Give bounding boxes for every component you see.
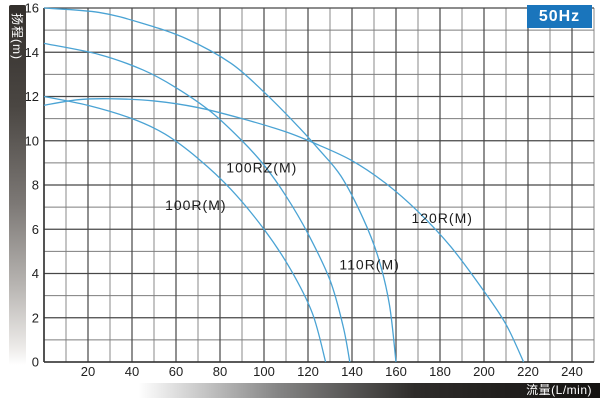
x-tick-label: 160: [385, 364, 407, 379]
y-tick-label: 10: [25, 133, 39, 148]
x-axis-title: 流量(L/min): [526, 383, 592, 397]
x-tick-label: 100: [253, 364, 275, 379]
pump-curve-120R(M): [43, 98, 525, 363]
pump-curve-100R(M): [43, 95, 327, 363]
x-axis-bar: 流量(L/min): [138, 383, 600, 398]
y-tick-label: 0: [32, 355, 39, 370]
y-axis-bar: 扬程(m): [9, 5, 26, 365]
frequency-badge: 50Hz: [527, 5, 592, 28]
y-tick-label: 6: [32, 222, 39, 237]
x-tick-label: 180: [429, 364, 451, 379]
y-tick-label: 14: [25, 45, 39, 60]
x-tick-label: 20: [81, 364, 95, 379]
x-tick-label: 200: [473, 364, 495, 379]
y-tick-label: 16: [25, 1, 39, 16]
pump-curve-100RZ(M): [43, 42, 351, 363]
curve-label: 120R(M): [411, 210, 472, 226]
y-tick-label: 8: [32, 178, 39, 193]
curve-label: 110R(M): [339, 257, 399, 273]
curve-label: 100RZ(M): [226, 159, 297, 175]
curve-label: 100R(M): [165, 197, 226, 213]
y-axis-title: 扬程(m): [10, 13, 24, 60]
y-tick-label: 12: [25, 89, 39, 104]
x-tick-label: 80: [213, 364, 227, 379]
x-tick-label: 120: [297, 364, 319, 379]
x-tick-label: 60: [169, 364, 183, 379]
y-tick-label: 2: [32, 310, 39, 325]
x-tick-label: 40: [125, 364, 139, 379]
pump-curve-110R(M): [43, 7, 397, 363]
x-tick-label: 140: [341, 364, 363, 379]
x-tick-label: 220: [517, 364, 539, 379]
x-tick-label: 240: [561, 364, 583, 379]
y-tick-label: 4: [32, 266, 39, 281]
